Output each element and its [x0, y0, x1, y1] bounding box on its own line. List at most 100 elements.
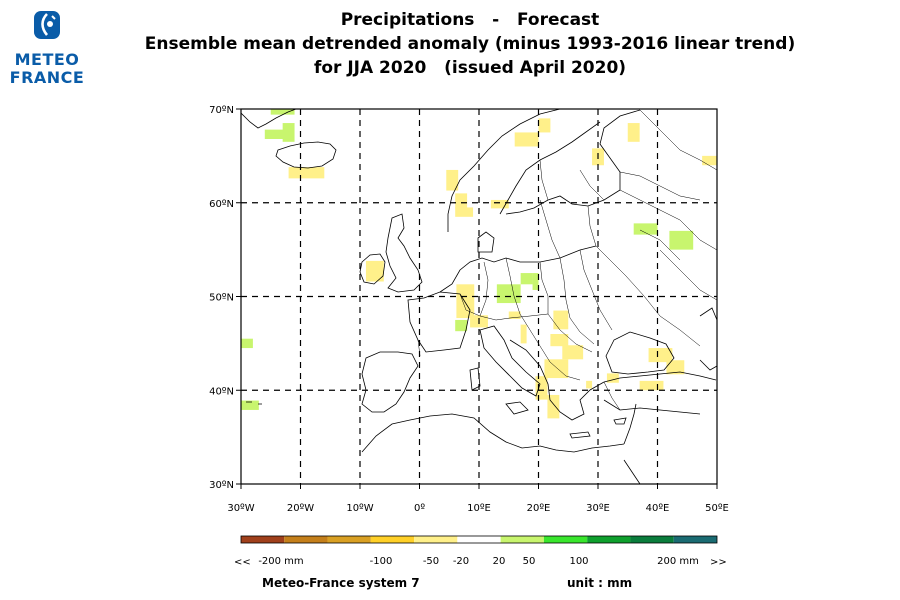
- colorbar-label: -20: [453, 556, 469, 567]
- meteo-france-logo: METEO FRANCE: [6, 8, 88, 90]
- meteo-france-logo-icon: [34, 11, 60, 39]
- anomaly-cell: [606, 373, 619, 383]
- anomaly-cell: [550, 334, 569, 347]
- iberia-outline: [361, 351, 419, 413]
- france-outline: [407, 291, 471, 353]
- border-lines: [417, 109, 717, 411]
- turkey-outline: [603, 371, 717, 415]
- colorbar-label: -200 mm: [258, 556, 303, 567]
- azores-outline: [246, 401, 262, 405]
- ireland-outline: [359, 253, 386, 285]
- lon-tick-label: 40ºE: [646, 503, 670, 514]
- colorbar-left-arrow: <<: [234, 557, 251, 568]
- anomaly-cell: [288, 167, 325, 179]
- anomaly-cell: [702, 155, 717, 166]
- anomaly-cell: [446, 169, 459, 191]
- anomaly-cell: [241, 338, 253, 349]
- north-europe-coast: [439, 245, 597, 293]
- greenland-outline: [241, 109, 297, 129]
- iceland-outline: [275, 141, 337, 169]
- anomaly-cell: [532, 273, 539, 290]
- colorbar-swatch: [457, 536, 501, 543]
- colorbar-right-arrow: >>: [710, 557, 727, 568]
- lat-tick-label: 60ºN: [209, 199, 234, 210]
- axis-ticks: 70ºN 60ºN 50ºN 40ºN 30ºN 30ºW 20ºW 10ºW 0º 10ºE 20…: [209, 105, 729, 514]
- lat-tick-label: 70ºN: [209, 105, 234, 116]
- title-line-3: for JJA 2020 (issued April 2020): [313, 58, 627, 78]
- cyprus-outline: [613, 417, 627, 425]
- anomaly-cell: [496, 284, 521, 304]
- colorbar-swatch: [414, 536, 458, 543]
- anomaly-cell: [514, 132, 539, 147]
- anomaly-cell: [553, 310, 569, 330]
- colorbar-swatch: [587, 536, 631, 543]
- anomaly-cell: [455, 319, 468, 332]
- crete-outline: [569, 431, 591, 439]
- anomaly-cell: [633, 223, 658, 235]
- anomaly-cell: [586, 380, 593, 389]
- anomaly-cell: [455, 207, 474, 217]
- balkans-outline: [509, 339, 605, 421]
- logo-text-france: FRANCE: [9, 68, 85, 87]
- anomaly-cell: [562, 345, 584, 360]
- colorbar-label: 100: [569, 556, 588, 567]
- anomaly-cell: [264, 129, 289, 139]
- colorbar-frame: [240, 535, 718, 544]
- coastlines: [241, 109, 717, 484]
- anomaly-cell: [490, 199, 509, 209]
- unit-label: unit : mm: [567, 576, 633, 590]
- levant-coast: [623, 403, 637, 445]
- lon-tick-label: 20ºE: [527, 503, 551, 514]
- anomaly-cell: [669, 230, 694, 250]
- colorbar: << >> -200 mm -100 -50 -20 20 50 100 200 mm: [234, 535, 727, 568]
- lon-tick-label: 30ºE: [586, 503, 610, 514]
- anomaly-cell: [639, 380, 664, 391]
- lat-tick-label: 40ºN: [209, 386, 234, 397]
- sardinia-outline: [469, 367, 481, 391]
- red-sea-coast: [623, 459, 641, 484]
- lat-tick-label: 30ºN: [209, 480, 234, 491]
- anomaly-cell: [520, 273, 533, 285]
- model-system-label: Meteo-France system 7: [262, 576, 420, 590]
- lat-tick-label: 50ºN: [209, 293, 234, 304]
- anomaly-cell: [270, 109, 295, 115]
- colorbar-label: 20: [493, 556, 506, 567]
- caspian-outline: [699, 307, 717, 371]
- anomaly-cell: [544, 359, 569, 379]
- title-line-2: Ensemble mean detrended anomaly (minus 1…: [144, 34, 796, 54]
- anomaly-cell: [627, 123, 640, 142]
- colorbar-swatch: [500, 536, 544, 543]
- north-africa-coast: [361, 413, 625, 453]
- lon-tick-label: 20ºW: [287, 503, 314, 514]
- great-britain-outline: [385, 213, 423, 293]
- country-borders: [417, 109, 717, 411]
- colorbar-swatch: [543, 536, 588, 543]
- black-sea-outline: [605, 331, 675, 375]
- anomaly-cell: [456, 284, 475, 319]
- colorbar-label: 50: [523, 556, 536, 567]
- logo-text-meteo: METEO: [14, 50, 80, 69]
- lon-tick-label: 30ºW: [227, 503, 254, 514]
- colorbar-swatch: [630, 536, 674, 543]
- anomaly-cell: [648, 348, 673, 363]
- anomaly-cell: [666, 360, 685, 375]
- graticule: [241, 109, 717, 484]
- anomaly-cell: [547, 394, 560, 419]
- title-line-1: Precipitations - Forecast: [340, 10, 600, 30]
- anomaly-cell: [508, 311, 521, 319]
- colorbar-label: 200 mm: [657, 556, 699, 567]
- anomaly-cell: [535, 376, 548, 400]
- colorbar-swatch: [241, 536, 285, 543]
- colorbar-label: -100: [370, 556, 393, 567]
- anomaly-cell: [538, 118, 551, 133]
- anomaly-cell: [520, 324, 527, 344]
- colorbar-label: -50: [423, 556, 439, 567]
- lon-tick-label: 0º: [414, 503, 425, 514]
- anomaly-cell: [365, 260, 384, 282]
- lon-tick-label: 10ºW: [346, 503, 373, 514]
- lon-tick-label: 10ºE: [467, 503, 491, 514]
- sicily-outline: [505, 401, 529, 415]
- denmark-outline: [477, 231, 495, 253]
- anomaly-cell: [241, 400, 259, 410]
